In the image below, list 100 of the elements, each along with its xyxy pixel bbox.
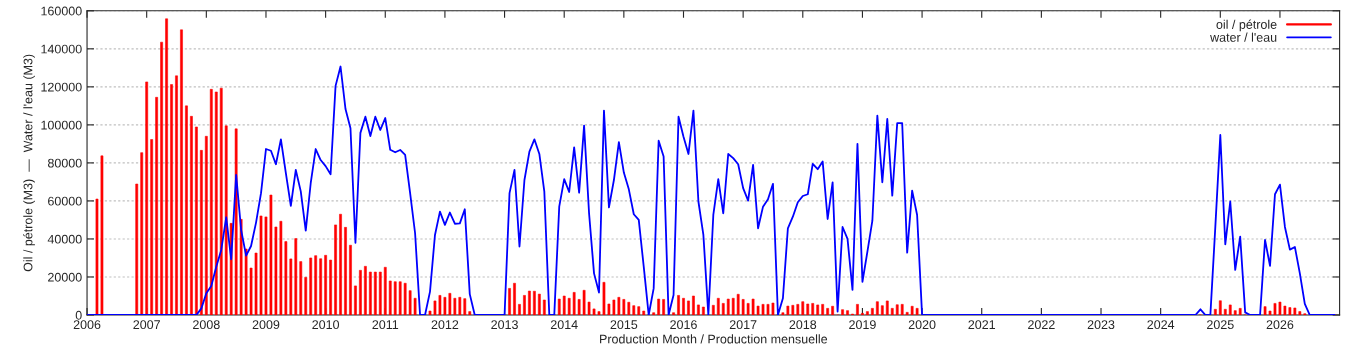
x-tick-label: 2017 [729, 320, 757, 330]
bar [890, 308, 894, 315]
y-tick-label: 20000 [48, 272, 82, 282]
x-tick-label: 2016 [670, 320, 697, 330]
bar [354, 285, 357, 315]
bar [334, 224, 337, 315]
bar [155, 97, 158, 315]
x-tick-label: 2020 [908, 320, 936, 330]
bar [319, 258, 323, 315]
y-tick-label: 0 [75, 310, 82, 320]
y-tick-label: 80000 [47, 158, 82, 168]
x-tick-label: 2010 [312, 320, 340, 330]
x-tick-label: 2023 [1087, 320, 1115, 330]
bar [329, 259, 332, 315]
bar [682, 297, 685, 315]
bar [175, 75, 178, 315]
bar [160, 41, 163, 315]
legend-label: water / l'eau [1210, 32, 1277, 42]
x-tick-label: 2026 [1266, 320, 1294, 330]
bar [314, 255, 318, 315]
bar [702, 306, 705, 315]
bar [209, 89, 213, 315]
y-tick-label: 140000 [41, 44, 82, 54]
bar [523, 295, 526, 315]
bar [344, 227, 347, 315]
x-tick-label: 2018 [789, 320, 817, 330]
y-axis-title: Oil / pétrole (M3) — Water / l'eau (M3) [23, 54, 35, 272]
x-tick-label: 2014 [550, 320, 578, 330]
bar [846, 310, 849, 315]
bar [811, 303, 815, 315]
bar [508, 288, 511, 315]
x-tick-label: 2006 [73, 320, 101, 330]
bar [359, 270, 362, 315]
x-tick-label: 2008 [193, 320, 220, 330]
bar [518, 304, 521, 315]
bar [657, 298, 660, 315]
y-tick-label: 60000 [48, 196, 82, 206]
legend-label: oil / pétrole [1216, 19, 1277, 32]
bar [816, 304, 820, 315]
bar [856, 304, 859, 315]
bar [721, 303, 725, 315]
bar [662, 299, 665, 315]
x-axis-title: Production Month / Production mensuelle [600, 334, 828, 344]
bar [200, 150, 203, 315]
bar [349, 244, 352, 315]
bar [364, 266, 367, 315]
bar [831, 305, 834, 315]
bar [677, 295, 680, 315]
y-tick-label: 100000 [41, 120, 82, 130]
x-tick-label: 2013 [491, 320, 518, 330]
x-tick-label: 2024 [1147, 320, 1175, 330]
bar [1213, 309, 1217, 315]
bar [150, 139, 154, 315]
bar [542, 299, 546, 315]
bar [697, 304, 700, 315]
bar [880, 305, 884, 315]
bar [1223, 309, 1227, 315]
bar [145, 81, 149, 315]
bar [841, 309, 844, 315]
bar [1218, 300, 1222, 315]
bar [324, 255, 327, 315]
y-tick-label: 160000 [41, 6, 82, 16]
bar [716, 297, 720, 315]
bar [513, 282, 516, 315]
bar [875, 301, 879, 315]
bar [821, 304, 825, 315]
bar [309, 257, 313, 315]
y-tick-label: 120000 [41, 82, 82, 92]
bar [383, 267, 387, 315]
bar [692, 295, 695, 315]
bar [687, 300, 690, 315]
bar [528, 290, 531, 315]
bar [214, 91, 218, 315]
x-tick-label: 2015 [610, 320, 638, 330]
x-tick-label: 2009 [252, 320, 280, 330]
x-tick-label: 2021 [968, 320, 996, 330]
bar [304, 277, 308, 315]
x-tick-label: 2012 [431, 320, 459, 330]
bar [170, 84, 173, 315]
x-tick-label: 2022 [1028, 320, 1055, 330]
bar [652, 312, 656, 315]
bar [871, 308, 874, 315]
bar [180, 29, 183, 315]
bar [185, 105, 188, 315]
x-tick-label: 2007 [133, 320, 160, 330]
bar [369, 271, 372, 315]
bar [642, 310, 646, 315]
bar [140, 152, 144, 315]
line-series [87, 65, 1336, 315]
x-tick-label: 2019 [849, 320, 876, 330]
bar [826, 308, 829, 315]
bar [538, 293, 541, 315]
bar [866, 311, 869, 315]
bar [204, 136, 208, 315]
x-tick-label: 2011 [372, 320, 399, 330]
bar [190, 116, 193, 315]
bar [373, 271, 377, 315]
bar [135, 183, 139, 315]
x-tick-label: 2025 [1207, 320, 1234, 330]
bar [165, 18, 168, 315]
